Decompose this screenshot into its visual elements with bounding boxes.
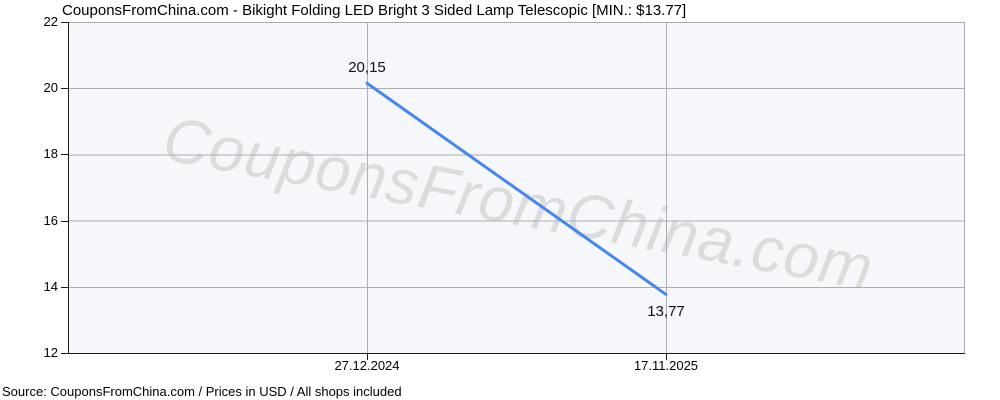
chart-title: CouponsFromChina.com - Bikight Folding L… [62,2,687,19]
source-note: Source: CouponsFromChina.com / Prices in… [2,384,402,399]
price-line [365,81,668,296]
